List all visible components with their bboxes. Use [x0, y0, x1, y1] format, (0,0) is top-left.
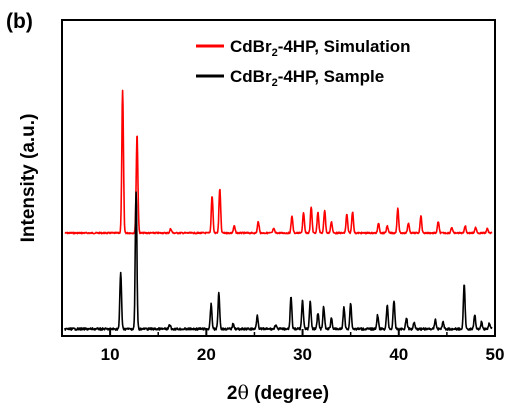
- series-layer: [64, 89, 493, 331]
- legend-label-simulation: CdBr2-4HP, Simulation: [230, 37, 411, 59]
- series-line-sample: [64, 191, 493, 331]
- x-tick-label-50: 50: [486, 345, 505, 364]
- legend-label-sample: CdBr2-4HP, Sample: [230, 67, 384, 89]
- panel-label: (b): [6, 10, 33, 33]
- series-line-simulation: [64, 89, 493, 235]
- legend: CdBr2-4HP, Simulation CdBr2-4HP, Sample: [196, 37, 411, 89]
- y-axis-label: Intensity (a.u.): [18, 114, 39, 243]
- x-tick-label-20: 20: [197, 345, 216, 364]
- x-tick-label-30: 30: [293, 345, 312, 364]
- x-axis-label: 2θ (degree): [227, 382, 329, 404]
- plot-frame: [61, 19, 496, 337]
- x-axis: 10 20 30 40 50: [61, 329, 505, 364]
- x-tick-label-10: 10: [101, 345, 120, 364]
- x-tick-label-40: 40: [389, 345, 408, 364]
